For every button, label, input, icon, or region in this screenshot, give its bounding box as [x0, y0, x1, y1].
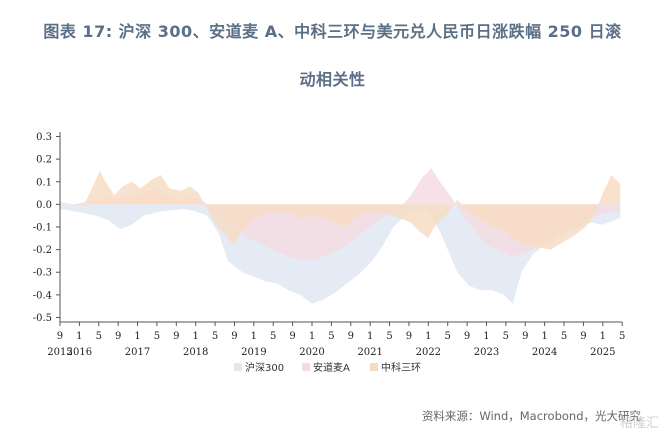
x-tick-label: 5 [212, 331, 218, 342]
x-tick-label: 9 [289, 331, 295, 342]
x-year-label: 2016 [67, 347, 92, 358]
x-tick-label: 1 [541, 331, 547, 342]
series-areas [60, 168, 621, 304]
x-year-label: 2018 [183, 347, 208, 358]
x-year-label: 2024 [532, 347, 557, 358]
x-year-label: 2019 [241, 347, 266, 358]
x-tick-label: 5 [561, 331, 567, 342]
y-tick-label: 0.3 [36, 132, 52, 143]
x-tick-label: 1 [367, 331, 373, 342]
y-tick-label: 0.1 [36, 177, 52, 188]
source-note: 资料来源：Wind，Macrobond，光大研究 [421, 409, 641, 423]
x-year-label: 2017 [125, 347, 150, 358]
x-tick-label: 9 [57, 331, 63, 342]
legend-label-3: 中科三环 [381, 361, 421, 374]
x-year-label: 2015 [47, 347, 72, 358]
chart-axes: 0.3 0.2 0.1 0.0 -0.1 -0.2 -0.3 -0.4 -0.5 9 1 5 9 1 5 9 1… [33, 132, 625, 358]
x-tick-label: 1 [483, 331, 489, 342]
legend-swatch-2 [302, 363, 310, 371]
y-tick-label: -0.1 [33, 223, 52, 234]
x-tick-label: 1 [425, 331, 431, 342]
x-tick-label: 9 [580, 331, 586, 342]
chart-title-line-2: 动相关性 [299, 70, 366, 89]
chart-legend: 沪深300 安道麦A 中科三环 [234, 361, 421, 374]
watermark-logo: 格隆汇 [619, 416, 659, 431]
y-tick-label: 0.2 [36, 155, 52, 166]
x-tick-label: 5 [328, 331, 334, 342]
x-tick-label: 5 [503, 331, 509, 342]
x-tick-label: 1 [309, 331, 315, 342]
x-tick-label: 5 [154, 331, 160, 342]
x-tick-label: 1 [192, 331, 198, 342]
legend-swatch-1 [234, 363, 242, 371]
x-tick-label: 5 [270, 331, 276, 342]
x-tick-label: 9 [231, 331, 237, 342]
x-tick-label: 9 [173, 331, 179, 342]
x-tick-label: 9 [406, 331, 412, 342]
x-tick-label: 5 [96, 331, 102, 342]
x-tick-label: 1 [76, 331, 82, 342]
chart-title-line-1: 图表 17: 沪深 300、安道麦 A、中科三环与美元兑人民币日涨跌幅 250 … [43, 22, 622, 41]
x-tick-label: 9 [348, 331, 354, 342]
x-tick-label: 1 [600, 331, 606, 342]
x-tick-label: 5 [445, 331, 451, 342]
y-tick-label: -0.4 [33, 290, 52, 301]
x-year-label: 2025 [590, 347, 615, 358]
series-area-3 [60, 170, 621, 250]
y-tick-label: -0.5 [33, 313, 52, 324]
x-tick-label: 9 [464, 331, 470, 342]
x-tick-label: 9 [522, 331, 528, 342]
y-tick-label: 0.0 [36, 200, 52, 211]
legend-label-2: 安道麦A [313, 361, 350, 374]
x-tick-label: 5 [619, 331, 625, 342]
x-tick-label: 1 [251, 331, 257, 342]
x-tick-label: 5 [386, 331, 392, 342]
legend-label-1: 沪深300 [245, 361, 284, 374]
x-year-label: 2023 [474, 347, 499, 358]
y-tick-label: -0.3 [33, 268, 52, 279]
y-tick-label: -0.2 [33, 245, 52, 256]
legend-swatch-3 [370, 363, 378, 371]
x-year-label: 2020 [299, 347, 324, 358]
x-year-label: 2021 [357, 347, 382, 358]
x-tick-label: 9 [115, 331, 121, 342]
x-tick-label: 1 [134, 331, 140, 342]
x-year-label: 2022 [416, 347, 441, 358]
